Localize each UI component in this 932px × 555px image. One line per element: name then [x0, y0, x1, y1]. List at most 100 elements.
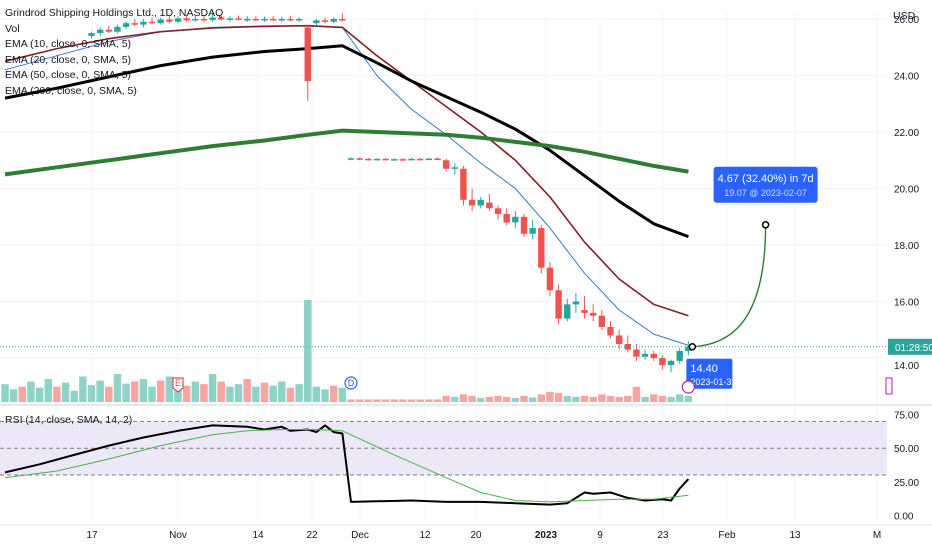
volume-bar — [295, 384, 303, 402]
split-event-icon — [681, 380, 695, 394]
legend-ema10[interactable]: EMA (10, close, 0, SMA, 5) — [5, 38, 132, 51]
price-axis-label: 18.00 — [894, 241, 919, 252]
chart-title[interactable]: Grindrod Shipping Holdings Ltd., 1D, NAS… — [5, 7, 224, 19]
volume-bar — [399, 399, 407, 402]
volume-bar — [572, 396, 580, 402]
volume-bar — [468, 395, 476, 402]
rsi-line — [4, 424, 690, 506]
candle-body — [555, 290, 562, 319]
volume-bar — [624, 395, 632, 402]
candle-body — [356, 158, 363, 160]
volume-bar — [684, 395, 693, 402]
candle-body — [174, 18, 182, 22]
candle-body — [391, 159, 398, 161]
candle-body — [105, 29, 112, 32]
legend-ema200[interactable]: EMA (200, close, 0, SMA, 5) — [5, 84, 137, 97]
volume-bar — [87, 385, 96, 402]
volume-bar — [200, 384, 208, 402]
candle-body — [468, 199, 476, 206]
candle-body — [226, 18, 234, 20]
volume-bar — [554, 392, 563, 402]
candle-body — [347, 158, 355, 160]
volume-bar — [217, 381, 225, 402]
candle-body — [615, 335, 623, 344]
rsi_ma-line — [4, 429, 689, 503]
candle-body — [200, 18, 208, 21]
candle-body — [581, 310, 588, 313]
x-axis-label: 13 — [789, 530, 801, 541]
volume-bar — [9, 389, 18, 402]
candle-body — [192, 18, 199, 21]
current-price-callout — [686, 358, 733, 389]
candle-body — [287, 18, 294, 21]
x-axis-label: Dec — [351, 530, 369, 541]
volume-bar — [425, 399, 433, 402]
candle-body — [434, 158, 441, 161]
volume-bar — [355, 399, 364, 402]
volume-bar — [1, 384, 9, 402]
indicator-legend: Grindrod Shipping Holdings Ltd., 1D, NAS… — [5, 6, 223, 100]
volume-bar — [563, 395, 571, 402]
candle-body — [460, 168, 467, 200]
volume-bar — [615, 396, 623, 402]
candle-body — [114, 26, 121, 32]
candle-body — [140, 21, 147, 25]
candle-body — [148, 21, 156, 24]
candle-body — [313, 20, 320, 24]
volume-bar — [226, 386, 234, 402]
volume-bar — [373, 399, 381, 402]
rsi-legend[interactable]: RSI (14, close, SMA, 14, 2) — [5, 414, 133, 426]
candle-body — [607, 327, 614, 336]
candle-body — [590, 312, 597, 316]
volume-bar — [606, 395, 615, 402]
earnings-event-icon — [172, 377, 184, 393]
volume-bar — [243, 379, 251, 402]
volume-bar — [27, 381, 35, 402]
candle-body — [88, 33, 95, 36]
candle-body — [650, 353, 657, 359]
candle-body — [520, 216, 528, 234]
volume-bar — [494, 395, 502, 402]
candle-body — [244, 18, 251, 21]
legend-ema20[interactable]: EMA (20, close, 0, SMA, 5) — [5, 53, 132, 66]
volume-bar — [18, 386, 27, 402]
forecast-curve — [692, 224, 767, 348]
volume-bar — [381, 399, 390, 402]
x-axis-label: 9 — [597, 530, 603, 541]
candle-body — [494, 208, 502, 214]
candle-body — [365, 158, 372, 161]
forecast-end-point — [761, 221, 770, 229]
candle-body — [96, 29, 104, 34]
volume-bar — [667, 396, 675, 402]
candle-body — [667, 360, 675, 366]
x-axis-label: 17 — [86, 530, 98, 541]
current-price-value: 14.40 — [690, 363, 718, 375]
volume-bar — [364, 399, 373, 402]
volume-bar — [234, 384, 243, 402]
volume-bar — [321, 389, 329, 402]
candle-body — [382, 158, 389, 161]
volume-bar — [148, 386, 156, 402]
volume-bar — [433, 399, 442, 402]
x-axis-label: 14 — [252, 530, 264, 541]
candle-body — [512, 216, 519, 223]
price-axis-label: 14.00 — [894, 361, 919, 372]
candle-body — [659, 358, 666, 366]
rsi-axis-label: 75.00 — [894, 411, 919, 422]
x-axis-label: Feb — [718, 530, 736, 541]
legend-ema50[interactable]: EMA (50, close, 0, SMA, 5) — [5, 69, 132, 82]
x-axis-label: Nov — [169, 530, 187, 541]
volume-bar — [208, 373, 217, 402]
candle-body — [252, 18, 260, 21]
last-price-tag — [888, 338, 932, 355]
volume-bar — [347, 399, 355, 402]
legend-volume[interactable]: Vol — [5, 22, 20, 35]
volume-bar — [390, 399, 398, 402]
volume-bar — [269, 385, 277, 402]
candle-body — [157, 19, 164, 24]
volume-bar — [580, 395, 589, 402]
volume-bar — [304, 300, 312, 402]
candle-body — [183, 18, 190, 21]
